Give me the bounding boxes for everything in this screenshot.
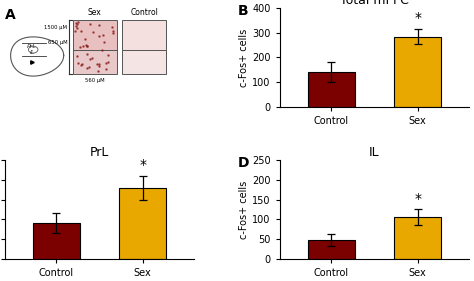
Title: PrL: PrL xyxy=(90,146,109,159)
Text: *: * xyxy=(414,192,421,206)
Bar xyxy=(308,72,355,106)
Bar xyxy=(119,188,166,259)
Title: IL: IL xyxy=(369,146,380,159)
Text: IL: IL xyxy=(29,50,35,55)
FancyBboxPatch shape xyxy=(73,20,117,50)
Text: Control: Control xyxy=(130,8,158,17)
FancyBboxPatch shape xyxy=(73,50,117,74)
Bar xyxy=(308,240,355,259)
Text: A: A xyxy=(5,8,16,22)
Bar xyxy=(33,223,80,259)
Text: 650 μM: 650 μM xyxy=(48,40,67,45)
Bar xyxy=(394,217,441,259)
FancyBboxPatch shape xyxy=(122,50,166,74)
Title: Total mPFC: Total mPFC xyxy=(340,0,409,7)
Text: 1500 μM: 1500 μM xyxy=(44,24,67,30)
FancyBboxPatch shape xyxy=(122,20,166,50)
Text: PrL: PrL xyxy=(27,44,37,49)
Text: B: B xyxy=(238,4,248,17)
Bar xyxy=(394,37,441,106)
Text: *: * xyxy=(139,158,146,172)
Text: D: D xyxy=(238,156,249,169)
Y-axis label: c-Fos+ cells: c-Fos+ cells xyxy=(239,180,249,239)
Text: 560 μM: 560 μM xyxy=(85,78,105,83)
Y-axis label: c-Fos+ cells: c-Fos+ cells xyxy=(239,28,249,87)
Text: *: * xyxy=(414,11,421,25)
Text: Sex: Sex xyxy=(88,8,102,17)
